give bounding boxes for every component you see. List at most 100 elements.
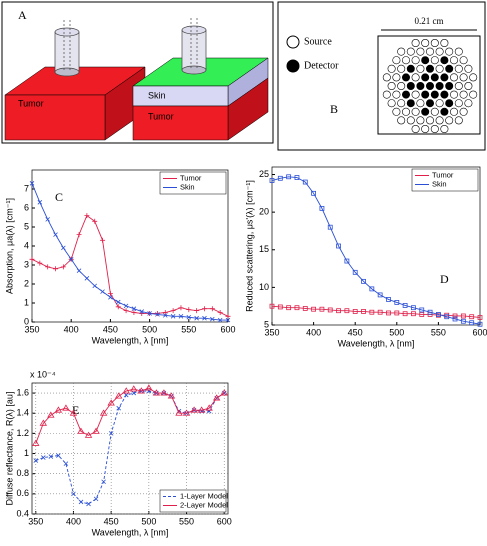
marker xyxy=(152,389,161,396)
panel-a-frame xyxy=(1,1,274,144)
marker xyxy=(327,307,333,313)
fiber xyxy=(440,56,449,65)
marker xyxy=(419,307,425,313)
marker xyxy=(327,224,333,230)
y-tick-label: 3 xyxy=(24,259,29,269)
fiber xyxy=(411,73,420,82)
legend-label: 2-Layer Model xyxy=(180,500,228,509)
marker xyxy=(76,268,82,273)
marker xyxy=(130,385,138,392)
fiber xyxy=(406,116,415,125)
marker xyxy=(394,310,400,316)
fiber xyxy=(397,64,406,73)
y-tick-label: 7 xyxy=(24,183,29,193)
fiber xyxy=(430,38,439,47)
layer-label: Tumor xyxy=(148,111,174,121)
legend-label: 1-Layer Model xyxy=(180,491,228,500)
x-tick-label: 450 xyxy=(104,516,119,526)
x-tick-label: 400 xyxy=(64,324,79,334)
marker xyxy=(302,179,308,185)
marker xyxy=(69,409,78,416)
fiber xyxy=(459,90,468,99)
fiber xyxy=(430,90,439,99)
x-tick-label: 600 xyxy=(472,327,487,337)
marker xyxy=(84,213,90,219)
x-tick-label: 600 xyxy=(217,516,232,526)
marker xyxy=(37,200,43,205)
marker xyxy=(277,175,283,181)
marker xyxy=(427,309,433,315)
marker xyxy=(210,316,215,322)
marker xyxy=(182,409,191,416)
fiber xyxy=(382,73,391,82)
marker xyxy=(212,394,221,401)
marker xyxy=(101,479,106,485)
marker xyxy=(33,458,39,463)
marker xyxy=(225,313,231,319)
fiber xyxy=(392,107,401,116)
marker xyxy=(225,317,231,323)
marker xyxy=(477,315,483,320)
fiber xyxy=(464,82,473,91)
marker xyxy=(386,310,391,316)
y-axis-label: Reduced scattering, μs'(λ) [cm⁻¹] xyxy=(244,180,254,312)
marker xyxy=(155,312,160,317)
legend-box xyxy=(411,168,479,192)
panel-b-frame xyxy=(277,1,486,151)
fiber xyxy=(445,64,454,73)
x-tick-label: 550 xyxy=(179,516,194,526)
marker xyxy=(411,305,416,311)
fiber xyxy=(449,73,458,82)
fiber xyxy=(435,64,444,73)
marker xyxy=(41,455,46,460)
x-tick-label: 550 xyxy=(181,324,196,334)
marker xyxy=(160,389,168,396)
panel-label: D xyxy=(440,272,449,286)
marker xyxy=(302,306,308,311)
marker xyxy=(190,406,198,413)
fiber xyxy=(421,107,430,116)
panel-label: B xyxy=(330,102,338,116)
fiber xyxy=(454,64,463,73)
marker xyxy=(217,310,223,315)
y-tick-label: 1.2 xyxy=(16,428,29,438)
y-axis-label: Diffuse reflectance, R(λ) [au] xyxy=(4,392,14,506)
marker xyxy=(32,439,40,446)
fiber xyxy=(435,99,444,108)
marker xyxy=(319,205,325,211)
marker xyxy=(386,297,391,302)
marker xyxy=(194,315,199,321)
y-tick-label: 2 xyxy=(24,278,29,288)
marker xyxy=(54,406,63,413)
marker xyxy=(108,295,113,300)
y-tick-label: 1.6 xyxy=(16,387,29,397)
y-tick-label: 25 xyxy=(259,169,269,179)
marker xyxy=(137,387,146,394)
marker xyxy=(344,308,350,314)
marker xyxy=(115,304,121,310)
marker xyxy=(53,266,59,272)
y-tick-label: 10 xyxy=(259,282,269,292)
fiber xyxy=(454,116,463,125)
marker xyxy=(336,308,341,314)
marker xyxy=(294,175,300,180)
x-tick-label: 350 xyxy=(264,327,279,337)
fiber xyxy=(449,107,458,116)
marker xyxy=(53,232,58,237)
fiber xyxy=(382,90,391,99)
fiber xyxy=(445,82,454,91)
fiber xyxy=(469,73,478,82)
marker xyxy=(114,392,123,399)
marker xyxy=(139,309,145,314)
fiber xyxy=(459,56,468,65)
marker xyxy=(56,453,61,458)
probe xyxy=(54,20,80,77)
fiber xyxy=(411,38,420,47)
marker xyxy=(217,317,223,323)
marker xyxy=(452,316,458,322)
x-tick-label: 450 xyxy=(103,324,118,334)
marker xyxy=(352,269,358,275)
marker xyxy=(122,387,130,394)
fiber xyxy=(449,90,458,99)
legend-box xyxy=(159,171,227,195)
